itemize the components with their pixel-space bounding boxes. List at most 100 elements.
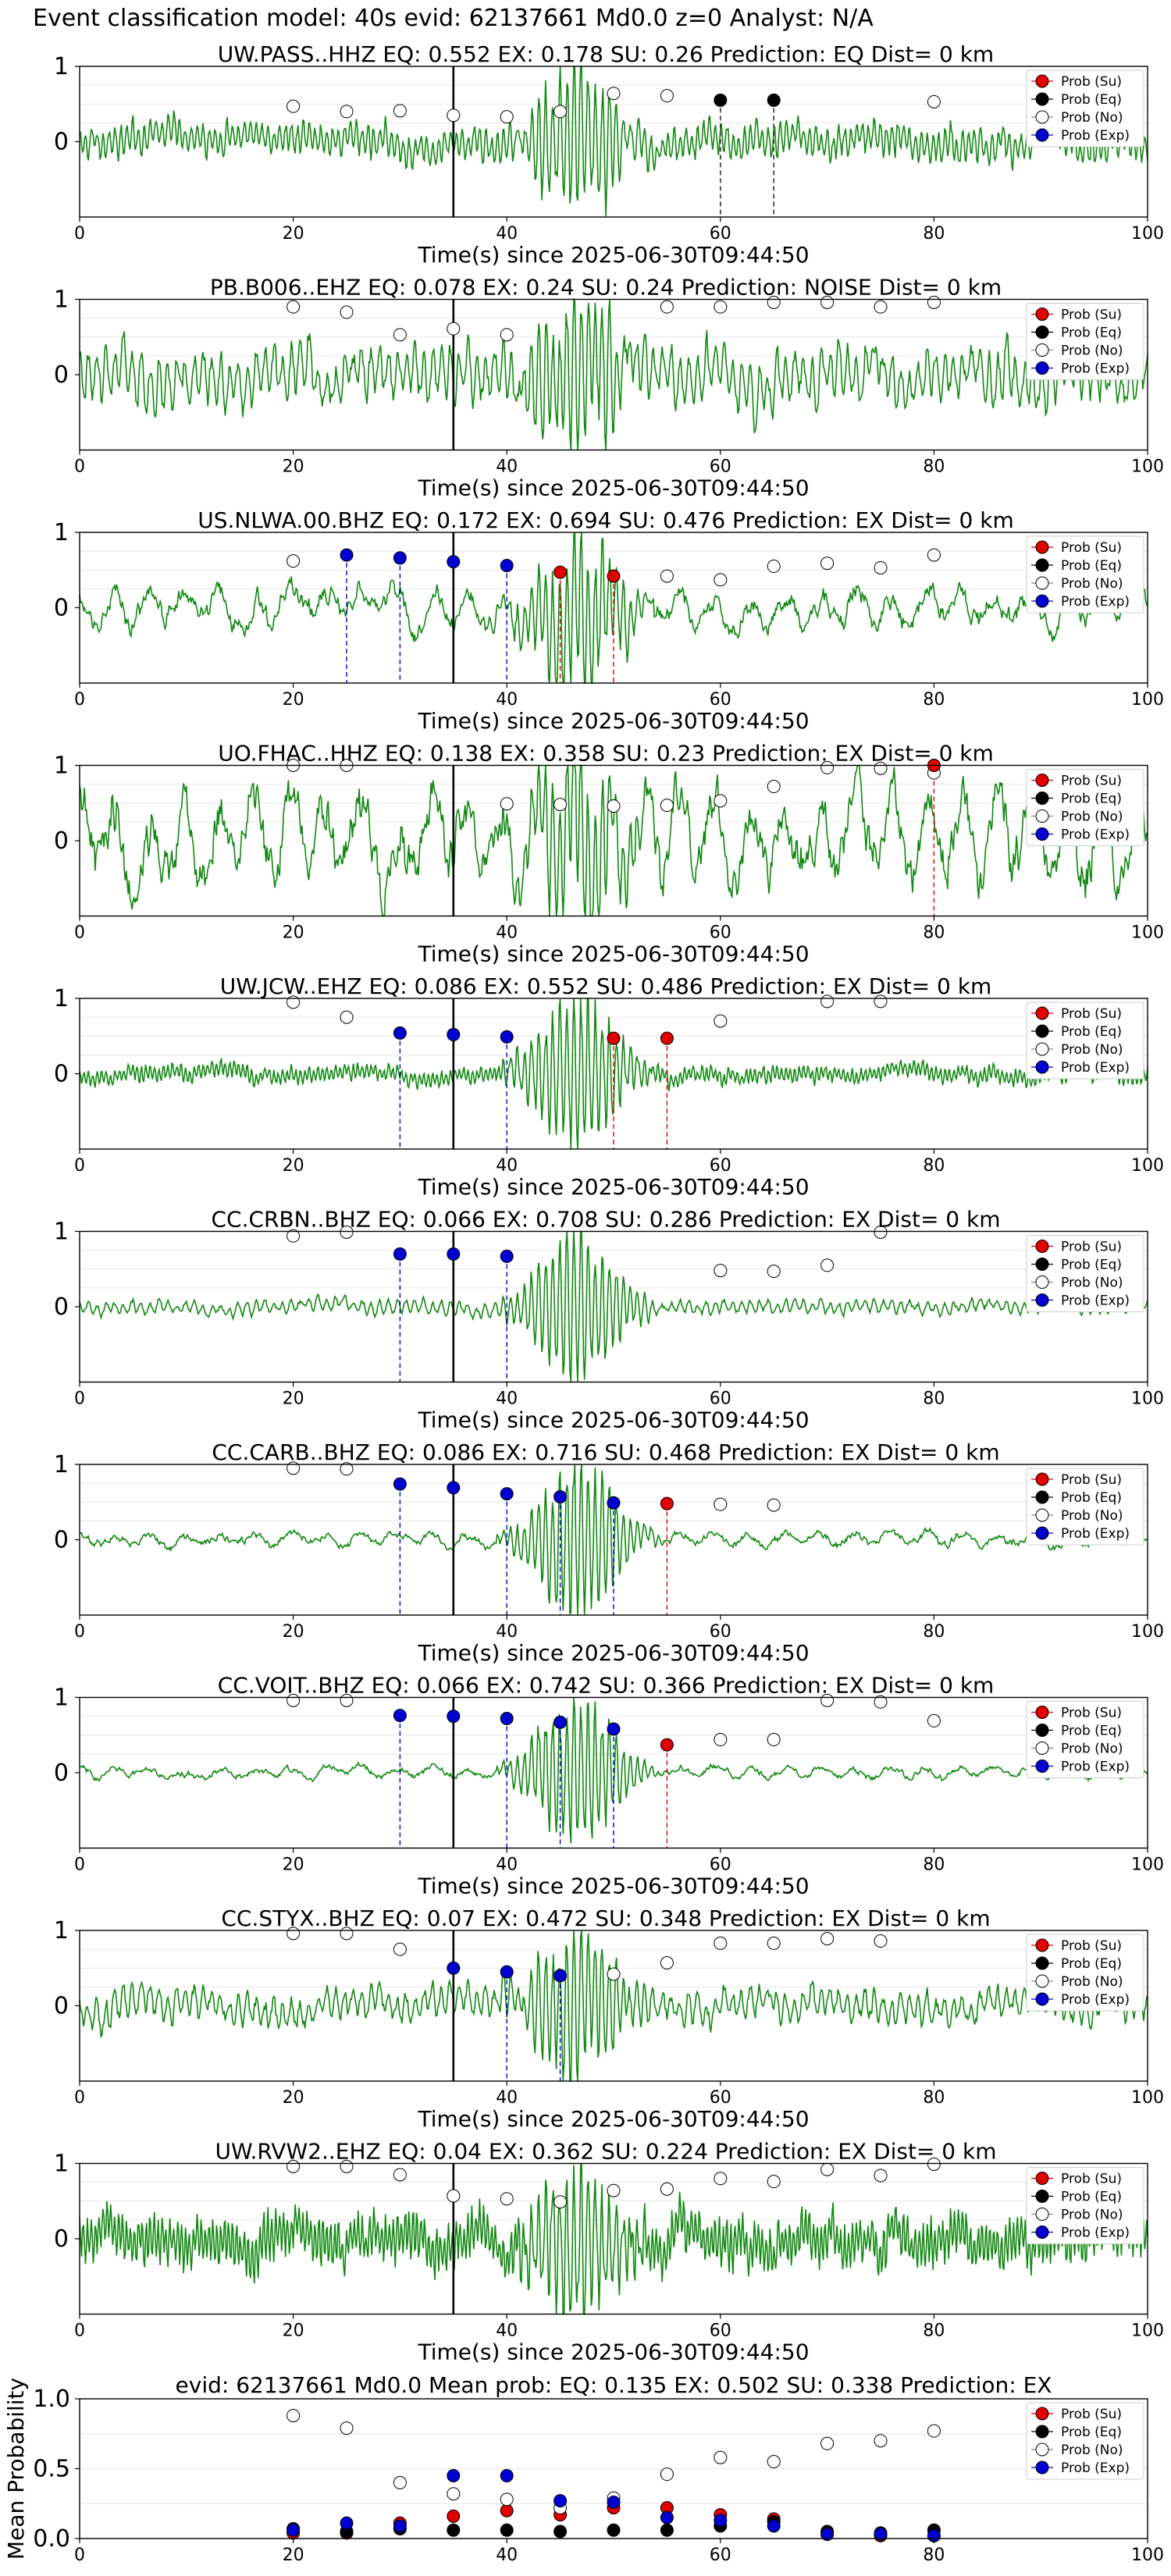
prob-marker-no — [714, 1014, 728, 1028]
legend-marker-su — [1035, 540, 1049, 554]
x-tick-label: 60 — [710, 1622, 731, 1642]
x-tick-label: 80 — [923, 1156, 945, 1176]
legend-marker-su — [1035, 1240, 1049, 1253]
legend-marker-su — [1035, 2407, 1049, 2421]
x-tick-label: 20 — [283, 2322, 304, 2341]
legend-label: Prob (Su) — [1061, 2407, 1122, 2422]
prob-marker-no — [927, 2157, 941, 2171]
prob-marker-no — [553, 105, 568, 119]
waveform-trace — [79, 1930, 1148, 2082]
prob-marker-no — [767, 1265, 781, 1279]
y-tick-label: 1.0 — [33, 2386, 70, 2413]
prob-marker-no — [500, 2192, 514, 2206]
x-tick-label: 20 — [283, 224, 304, 244]
prob-marker-no — [874, 300, 888, 314]
legend-box — [1026, 535, 1144, 614]
prob-marker-no — [714, 1936, 728, 1950]
legend-marker-no — [1035, 576, 1049, 590]
prob-marker-no — [287, 300, 301, 314]
x-tick-label: 40 — [496, 1389, 518, 1409]
prob-marker-no — [607, 87, 621, 101]
x-tick-label: 100 — [1131, 923, 1164, 943]
legend-label: Prob (No) — [1061, 343, 1123, 359]
legend-marker-no — [1035, 343, 1049, 357]
legend-label: Prob (No) — [1061, 576, 1123, 592]
prob-marker-no — [767, 2175, 781, 2189]
x-tick-label: 100 — [1131, 457, 1164, 477]
x-tick-label: 40 — [496, 1856, 518, 1875]
x-tick-label: 0 — [74, 1622, 85, 1642]
prob-marker-no — [607, 2183, 621, 2197]
mean-marker-exp — [553, 2494, 568, 2508]
prob-marker-no — [660, 2182, 674, 2196]
panel-title: PB.B006..EHZ EQ: 0.078 EX: 0.24 SU: 0.24… — [210, 275, 1002, 301]
legend-marker-eq — [1035, 1490, 1049, 1504]
legend-marker-no — [1035, 1974, 1049, 1988]
legend-marker-exp — [1035, 827, 1049, 841]
y-tick-label: 0 — [54, 1061, 69, 1088]
legend-label: Prob (Eq) — [1061, 2190, 1122, 2205]
prob-marker-no — [927, 548, 941, 562]
legend-label: Prob (Exp) — [1061, 2460, 1130, 2476]
prob-marker-exp — [340, 548, 354, 562]
x-tick-label: 60 — [710, 224, 731, 244]
x-axis-label: Time(s) since 2025-06-30T09:44:50 — [417, 941, 809, 967]
prob-marker-exp — [500, 1712, 514, 1726]
x-tick-label: 40 — [496, 923, 518, 943]
y-tick-label: 0 — [54, 1759, 69, 1787]
prob-marker-no — [553, 798, 568, 812]
x-tick-label: 60 — [710, 1156, 731, 1176]
legend-box — [1026, 2402, 1144, 2480]
prob-marker-su — [607, 569, 621, 583]
x-tick-label: 0 — [74, 690, 85, 710]
panel-title: US.NLWA.00.BHZ EQ: 0.172 EX: 0.694 SU: 0… — [198, 507, 1013, 533]
legend-marker-exp — [1035, 128, 1049, 142]
mean-marker-no — [447, 2487, 461, 2501]
legend-marker-su — [1035, 1472, 1049, 1486]
prob-marker-exp — [447, 555, 461, 569]
prob-marker-no — [500, 328, 514, 342]
panel-title: CC.VOIT..BHZ EQ: 0.066 EX: 0.742 SU: 0.3… — [218, 1673, 995, 1699]
x-tick-label: 20 — [283, 923, 304, 943]
mean-marker-exp — [874, 2528, 888, 2542]
y-tick-label: 0 — [54, 595, 69, 622]
legend-label: Prob (Eq) — [1061, 1724, 1122, 1739]
mean-marker-exp — [340, 2516, 354, 2530]
prob-marker-no — [820, 1258, 835, 1272]
legend-label: Prob (No) — [1061, 1276, 1123, 1291]
prob-marker-exp — [500, 558, 514, 572]
legend-marker-exp — [1035, 361, 1049, 375]
legend-marker-exp — [1035, 2460, 1049, 2475]
legend-box — [1026, 1468, 1144, 1546]
legend-label: Prob (Exp) — [1061, 827, 1130, 843]
prob-marker-no — [927, 1713, 941, 1727]
legend-label: Prob (Su) — [1061, 540, 1122, 556]
prob-marker-su — [660, 1031, 674, 1045]
x-axis-label: Time(s) since 2025-06-30T09:44:50 — [417, 1407, 809, 1433]
waveform-trace — [79, 297, 1148, 450]
y-tick-label: 0 — [54, 1293, 69, 1321]
prob-marker-no — [820, 1932, 835, 1946]
prob-marker-exp — [500, 1249, 514, 1263]
prob-marker-exp — [447, 1247, 461, 1261]
x-axis-label: Time(s) since 2025-06-30T09:44:50 — [417, 1174, 809, 1200]
x-tick-label: 40 — [496, 2546, 518, 2565]
x-tick-label: 0 — [74, 2322, 85, 2341]
prob-marker-exp — [553, 1489, 568, 1503]
x-tick-label: 0 — [74, 1389, 85, 1409]
y-tick-label: 1 — [54, 1685, 69, 1712]
mean-marker-su — [500, 2503, 514, 2517]
legend-label: Prob (No) — [1061, 2208, 1123, 2223]
prob-marker-no — [393, 1942, 407, 1956]
prob-marker-no — [767, 1733, 781, 1747]
legend-label: Prob (Exp) — [1061, 1060, 1130, 1076]
panel-title: CC.CARB..BHZ EQ: 0.086 EX: 0.716 SU: 0.4… — [212, 1439, 999, 1465]
legend-label: Prob (Exp) — [1061, 1759, 1130, 1775]
y-tick-label: 0 — [54, 1527, 69, 1554]
legend-marker-eq — [1035, 92, 1049, 106]
legend-label: Prob (No) — [1061, 809, 1123, 825]
waveform-trace — [79, 66, 1148, 217]
x-tick-label: 100 — [1131, 2322, 1164, 2341]
legend-box — [1026, 1934, 1144, 2012]
